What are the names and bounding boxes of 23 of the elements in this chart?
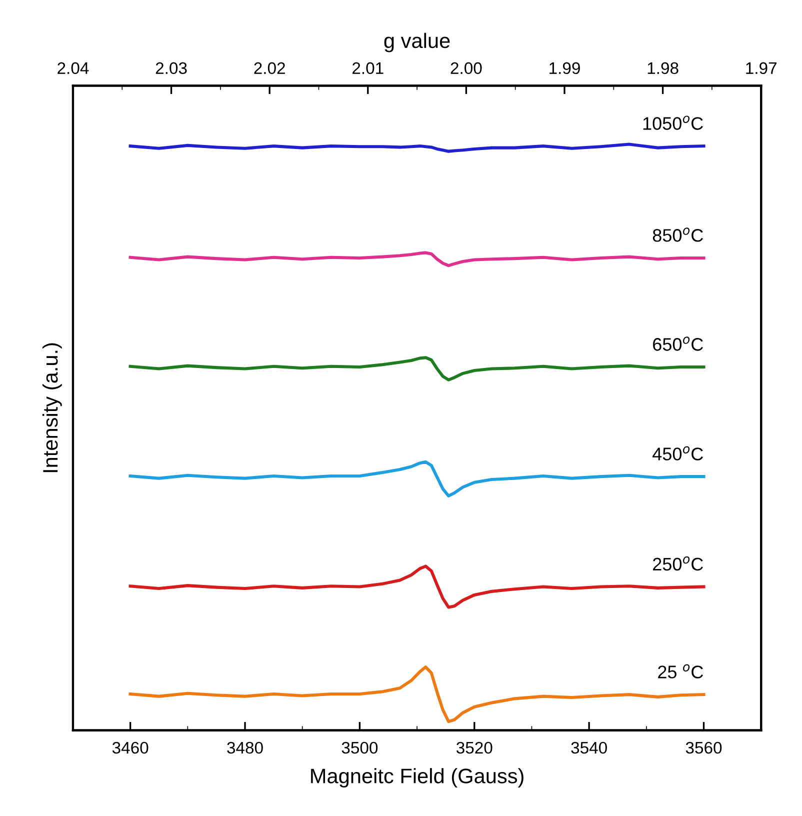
x2-tick-label: 1.97	[746, 62, 776, 74]
x2-axis-title: g value	[384, 32, 450, 52]
series-label: 650$^{o}$C	[653, 336, 703, 351]
x2-tick-label: 1.98	[648, 62, 678, 74]
x-tick-label: 3540	[571, 742, 607, 754]
x2-tick-label: 1.99	[550, 62, 580, 74]
x-tick-label: 3520	[456, 742, 492, 754]
x-tick-label: 3460	[112, 742, 148, 754]
x-axis-title: Magneitc Field (Gauss)	[311, 768, 524, 788]
x-tick-label: 3560	[686, 742, 722, 754]
series-label: 250$^{o}$C	[653, 556, 703, 571]
x-tick-label: 3480	[227, 742, 263, 754]
x2-tick-label: 2.00	[450, 62, 482, 74]
series-label: 450$^{o}$C	[652, 446, 703, 460]
x2-tick-label: 2.04	[58, 62, 89, 74]
series-label: 25 $^{o}$C	[658, 664, 704, 678]
x2-tick-label: 2.03	[156, 62, 187, 74]
series-label: 1050$^{o}$C	[643, 116, 703, 130]
series-label: 850$^{o}$C	[652, 228, 703, 242]
x2-tick-label: 2.01	[352, 62, 384, 74]
y-axis-title: Intensity (a.u.)	[42, 343, 62, 472]
x-tick-label: 3500	[342, 742, 378, 754]
x2-tick-label: 2.02	[254, 62, 285, 74]
